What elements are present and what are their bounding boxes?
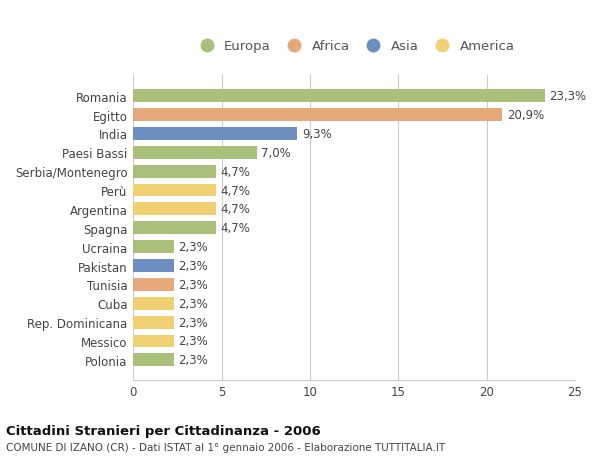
Text: 4,7%: 4,7% <box>221 165 251 178</box>
Bar <box>133 90 545 103</box>
Bar <box>133 241 174 253</box>
Bar <box>133 109 502 122</box>
Text: 20,9%: 20,9% <box>507 109 544 122</box>
Bar <box>133 354 174 366</box>
Legend: Europa, Africa, Asia, America: Europa, Africa, Asia, America <box>194 40 514 53</box>
Text: 7,0%: 7,0% <box>261 146 291 159</box>
Bar <box>133 278 174 291</box>
Bar <box>133 146 257 159</box>
Bar <box>133 316 174 329</box>
Text: 4,7%: 4,7% <box>221 222 251 235</box>
Text: 2,3%: 2,3% <box>178 259 208 272</box>
Text: 23,3%: 23,3% <box>549 90 586 103</box>
Text: 9,3%: 9,3% <box>302 128 332 140</box>
Text: 2,3%: 2,3% <box>178 316 208 329</box>
Text: 2,3%: 2,3% <box>178 241 208 253</box>
Bar <box>133 165 216 178</box>
Bar <box>133 297 174 310</box>
Bar <box>133 128 298 140</box>
Bar <box>133 222 216 235</box>
Bar <box>133 184 216 197</box>
Text: COMUNE DI IZANO (CR) - Dati ISTAT al 1° gennaio 2006 - Elaborazione TUTTITALIA.I: COMUNE DI IZANO (CR) - Dati ISTAT al 1° … <box>6 442 445 452</box>
Bar <box>133 259 174 272</box>
Text: 4,7%: 4,7% <box>221 203 251 216</box>
Text: 2,3%: 2,3% <box>178 335 208 348</box>
Text: Cittadini Stranieri per Cittadinanza - 2006: Cittadini Stranieri per Cittadinanza - 2… <box>6 425 321 437</box>
Text: 4,7%: 4,7% <box>221 184 251 197</box>
Bar <box>133 203 216 216</box>
Text: 2,3%: 2,3% <box>178 278 208 291</box>
Text: 2,3%: 2,3% <box>178 297 208 310</box>
Bar <box>133 335 174 347</box>
Text: 2,3%: 2,3% <box>178 353 208 367</box>
